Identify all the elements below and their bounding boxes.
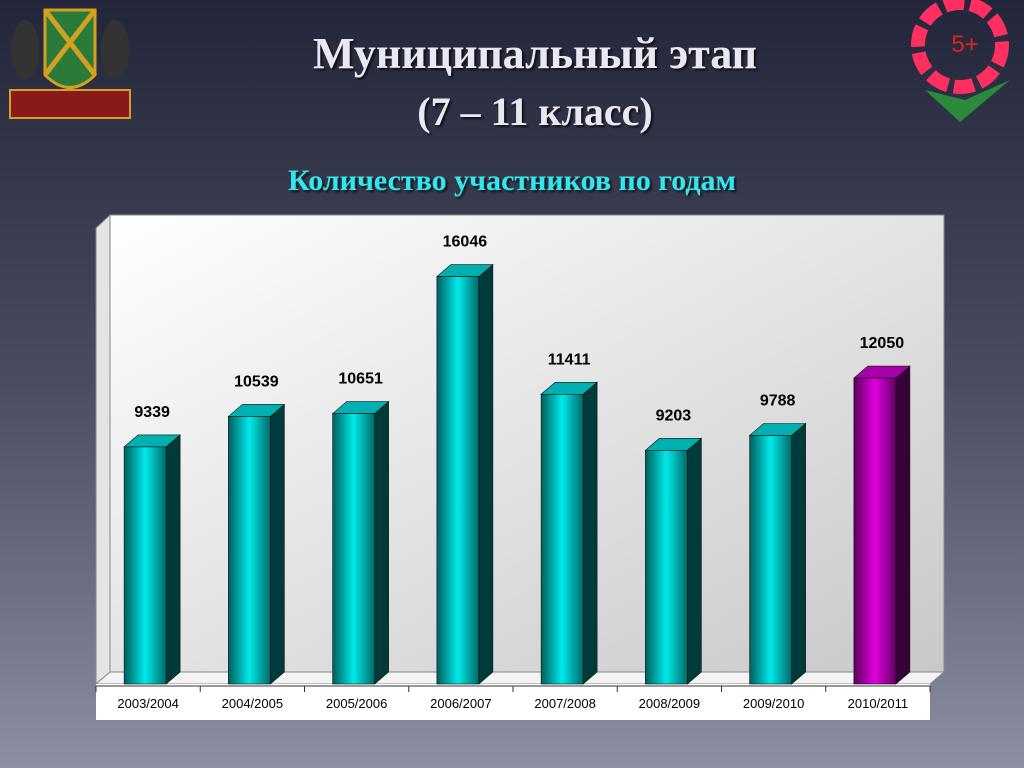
bar bbox=[436, 276, 480, 685]
bar bbox=[123, 446, 167, 685]
chart-title: Количество участников по годам bbox=[288, 164, 736, 197]
bar bbox=[749, 435, 792, 685]
slide-title: Муниципальный этап bbox=[313, 29, 757, 78]
bar-side bbox=[895, 365, 911, 685]
x-tick-label: 2010/2011 bbox=[848, 696, 909, 711]
x-tick-label: 2005/2006 bbox=[326, 696, 387, 711]
value-label: 12050 bbox=[860, 335, 905, 352]
bar-side bbox=[791, 422, 806, 685]
bar bbox=[540, 393, 584, 685]
value-label: 9339 bbox=[134, 404, 170, 421]
bar-side bbox=[478, 263, 494, 685]
value-label: 16046 bbox=[443, 234, 488, 251]
logo-text: 5+ bbox=[951, 31, 978, 58]
value-label: 10651 bbox=[338, 371, 383, 388]
value-label: 9203 bbox=[656, 407, 692, 424]
bar-side bbox=[582, 381, 598, 685]
value-label: 11411 bbox=[548, 351, 591, 368]
x-tick-label: 2006/2007 bbox=[430, 696, 491, 711]
x-tick-label: 2008/2009 bbox=[639, 696, 700, 711]
x-tick-label: 2004/2005 bbox=[222, 696, 283, 711]
bar-side bbox=[165, 434, 181, 685]
bar-side bbox=[374, 400, 389, 685]
chart bbox=[94, 213, 946, 720]
side-wall bbox=[95, 213, 111, 686]
x-tick-label: 2007/2008 bbox=[534, 696, 595, 711]
slide-title-line2: (7 – 11 класс) bbox=[417, 89, 652, 134]
coat-of-arms bbox=[9, 8, 131, 119]
olympiad-logo: 5+ bbox=[911, 0, 1010, 122]
bar bbox=[853, 377, 897, 685]
x-tick-label: 2003/2004 bbox=[117, 696, 178, 711]
bar bbox=[228, 416, 271, 685]
bar-side bbox=[687, 437, 702, 685]
bar bbox=[332, 413, 375, 685]
value-label: 10539 bbox=[234, 373, 279, 390]
x-tick-label: 2009/2010 bbox=[743, 696, 804, 711]
value-label: 9788 bbox=[760, 392, 796, 409]
bar bbox=[645, 450, 688, 685]
bar-side bbox=[270, 403, 285, 685]
floor bbox=[94, 671, 946, 685]
